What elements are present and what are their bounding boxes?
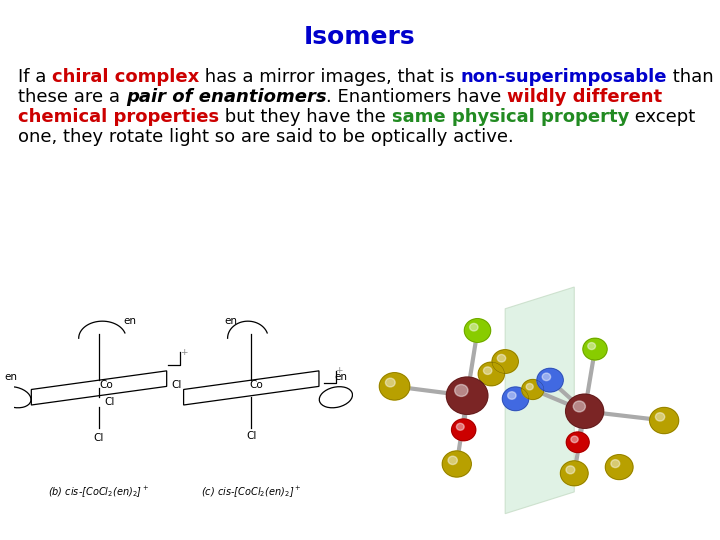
Text: than: than	[667, 68, 714, 86]
Text: Cl: Cl	[94, 433, 104, 443]
Circle shape	[478, 362, 505, 386]
Circle shape	[508, 392, 516, 399]
Text: same physical property: same physical property	[392, 108, 629, 126]
Circle shape	[606, 455, 633, 480]
Text: non-superimposable: non-superimposable	[460, 68, 667, 86]
Circle shape	[448, 456, 457, 464]
Text: Co: Co	[250, 380, 264, 390]
Text: (b) $cis$-[CoCl$_2$(en)$_2$]$^+$: (b) $cis$-[CoCl$_2$(en)$_2$]$^+$	[48, 484, 150, 499]
Circle shape	[455, 384, 468, 396]
Circle shape	[446, 377, 488, 414]
Circle shape	[522, 380, 544, 400]
Circle shape	[655, 413, 665, 421]
Circle shape	[583, 338, 607, 360]
Text: except: except	[629, 108, 696, 126]
Circle shape	[649, 408, 679, 434]
Text: If a: If a	[18, 68, 52, 86]
Text: en: en	[225, 316, 238, 326]
Text: wildly different: wildly different	[508, 88, 662, 106]
Circle shape	[571, 436, 578, 443]
Circle shape	[542, 373, 551, 381]
Circle shape	[464, 319, 490, 342]
Text: these are a: these are a	[18, 88, 126, 106]
Text: Isomers: Isomers	[304, 25, 416, 49]
Circle shape	[526, 383, 534, 390]
Text: +: +	[336, 366, 343, 375]
Circle shape	[566, 466, 575, 474]
Circle shape	[611, 460, 620, 468]
Text: (c) $cis$-[CoCl$_2$(en)$_2$]$^+$: (c) $cis$-[CoCl$_2$(en)$_2$]$^+$	[201, 484, 302, 499]
Text: Co: Co	[99, 380, 112, 390]
Circle shape	[456, 423, 464, 430]
Text: en: en	[335, 372, 348, 382]
Circle shape	[451, 419, 476, 441]
Text: pair of enantiomers: pair of enantiomers	[126, 88, 326, 106]
Circle shape	[385, 378, 395, 387]
Circle shape	[588, 342, 595, 349]
Circle shape	[573, 401, 585, 412]
Text: but they have the: but they have the	[219, 108, 392, 126]
Text: en: en	[123, 316, 136, 326]
Text: chemical properties: chemical properties	[18, 108, 219, 126]
Circle shape	[503, 387, 528, 410]
Circle shape	[379, 373, 410, 400]
Circle shape	[469, 323, 478, 331]
Circle shape	[537, 368, 563, 392]
Text: en: en	[4, 372, 17, 382]
Text: one, they rotate light so are said to be optically active.: one, they rotate light so are said to be…	[18, 128, 514, 146]
Circle shape	[442, 451, 472, 477]
Text: . Enantiomers have: . Enantiomers have	[326, 88, 508, 106]
Circle shape	[560, 461, 588, 486]
Text: Cl: Cl	[104, 397, 114, 407]
Circle shape	[483, 367, 492, 374]
Circle shape	[498, 354, 505, 362]
Text: has a mirror images, that is: has a mirror images, that is	[199, 68, 460, 86]
Text: chiral complex: chiral complex	[52, 68, 199, 86]
Polygon shape	[505, 287, 575, 514]
Text: +: +	[180, 348, 187, 357]
Circle shape	[567, 432, 589, 453]
Text: Cl: Cl	[171, 380, 182, 390]
Circle shape	[566, 394, 603, 428]
Circle shape	[492, 350, 518, 373]
Text: Cl: Cl	[246, 431, 256, 441]
